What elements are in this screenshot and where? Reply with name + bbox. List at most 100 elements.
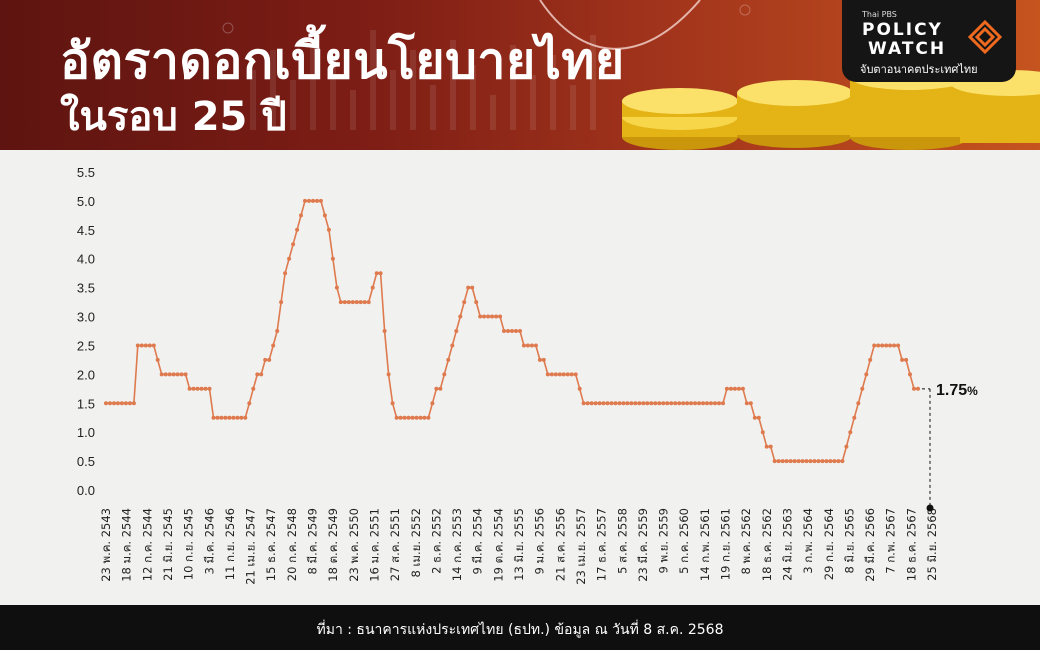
x-tick-label: 23 เม.ย. 2557 — [574, 508, 588, 585]
y-tick-label: 5.0 — [77, 194, 95, 209]
data-point — [577, 386, 582, 391]
x-tick-label: 20 ก.ค. 2548 — [285, 508, 299, 581]
data-point — [366, 300, 371, 305]
x-tick-label: 18 ธ.ค. 2567 — [904, 508, 918, 581]
data-point — [462, 300, 467, 305]
data-point — [259, 372, 264, 377]
data-point — [287, 256, 292, 261]
data-point — [291, 242, 296, 247]
data-point — [215, 415, 220, 420]
data-point — [498, 314, 503, 319]
data-point — [438, 386, 443, 391]
y-tick-label: 0.0 — [77, 483, 95, 498]
data-point — [724, 386, 729, 391]
x-tick-label: 23 มี.ค. 2559 — [636, 508, 650, 582]
data-point — [490, 314, 495, 319]
data-point — [386, 372, 391, 377]
y-tick-label: 2.5 — [77, 338, 95, 353]
data-point — [410, 415, 415, 420]
data-point — [195, 386, 200, 391]
data-point — [812, 459, 817, 464]
data-point — [155, 357, 160, 362]
chart-subtitle: ในรอบ 25 ปี — [60, 94, 287, 140]
data-point — [752, 415, 757, 420]
data-point — [271, 343, 276, 348]
data-point — [104, 401, 108, 406]
x-tick-label: 18 ต.ค. 2549 — [326, 508, 340, 582]
data-point — [784, 459, 789, 464]
data-point — [514, 329, 518, 333]
data-point — [740, 386, 745, 391]
data-point — [422, 415, 427, 420]
data-point — [334, 285, 339, 290]
data-point — [370, 285, 375, 290]
x-tick-label: 12 ก.ค. 2544 — [140, 508, 154, 581]
data-point — [135, 343, 140, 348]
x-tick-label: 8 เม.ย. 2552 — [409, 508, 423, 577]
data-point — [510, 329, 514, 333]
data-point — [617, 401, 622, 406]
data-point — [796, 459, 801, 464]
data-point — [143, 343, 148, 348]
y-tick-label: 0.5 — [77, 454, 95, 469]
data-point — [207, 386, 212, 391]
data-point — [131, 401, 136, 406]
data-point — [673, 401, 678, 406]
source-note: ที่มา : ธนาคารแห่งประเทศไทย (ธปท.) ข้อมู… — [316, 622, 724, 638]
data-point — [537, 357, 542, 362]
x-tick-label: 24 มิ.ย. 2563 — [780, 508, 794, 581]
data-point — [283, 271, 288, 276]
data-point — [693, 401, 698, 406]
end-marker: 1.75% — [922, 382, 978, 512]
data-point — [701, 401, 706, 406]
data-point — [163, 372, 168, 377]
x-tick-label: 7 ก.พ. 2567 — [884, 508, 898, 574]
data-point — [342, 300, 347, 305]
data-point — [311, 198, 315, 203]
data-point — [792, 459, 797, 464]
data-point — [605, 401, 610, 406]
data-point — [709, 401, 713, 406]
data-point — [637, 401, 642, 406]
x-tick-label: 11 ก.ย. 2546 — [223, 508, 237, 580]
data-point — [506, 329, 510, 333]
data-point — [732, 386, 737, 391]
y-tick-label: 1.0 — [77, 425, 95, 440]
data-point — [203, 386, 208, 391]
y-tick-label: 2.0 — [77, 367, 95, 382]
data-point — [613, 401, 618, 406]
x-tick-label: 21 มิ.ย. 2545 — [161, 508, 175, 581]
policy-watch-logo: Thai PBS POLICY WATCH จับตาอนาคตประเทศไท… — [842, 0, 1016, 82]
data-point — [645, 401, 650, 406]
data-point — [721, 401, 725, 406]
x-tick-label: 14 ก.พ. 2561 — [698, 508, 712, 581]
data-point — [267, 357, 272, 362]
data-point — [175, 372, 180, 377]
x-tick-label: 10 ก.ย. 2545 — [182, 508, 196, 580]
data-point — [275, 329, 280, 333]
data-point — [868, 357, 873, 362]
x-tick-label: 8 มี.ค. 2549 — [306, 508, 320, 574]
data-point — [494, 314, 499, 319]
data-point — [557, 372, 562, 377]
x-tick-label: 29 มี.ค. 2566 — [863, 508, 877, 582]
data-point — [661, 401, 666, 406]
data-point — [179, 372, 184, 377]
data-point — [350, 300, 355, 305]
data-point — [736, 386, 741, 391]
data-point — [832, 459, 837, 464]
data-point — [717, 401, 721, 406]
y-tick-label: 5.5 — [77, 165, 95, 180]
data-point — [426, 415, 431, 420]
data-point — [657, 401, 662, 406]
data-point — [486, 314, 491, 319]
y-axis: 0.0 0.5 1.0 1.5 2.0 2.5 3.0 3.5 4.0 4.5 5.0 5.5 — [77, 165, 95, 498]
data-point — [279, 300, 284, 305]
x-tick-label: 2 ธ.ค. 2552 — [429, 508, 443, 574]
data-point — [593, 401, 598, 406]
data-point — [239, 415, 244, 420]
data-point — [653, 401, 658, 406]
footer-bar: ที่มา : ธนาคารแห่งประเทศไทย (ธปท.) ข้อมู… — [0, 605, 1040, 650]
x-axis: 23 พ.ค. 2543 18 ม.ค. 2544 12 ก.ค. 2544 21 ม… — [99, 508, 939, 585]
data-point — [856, 401, 861, 406]
